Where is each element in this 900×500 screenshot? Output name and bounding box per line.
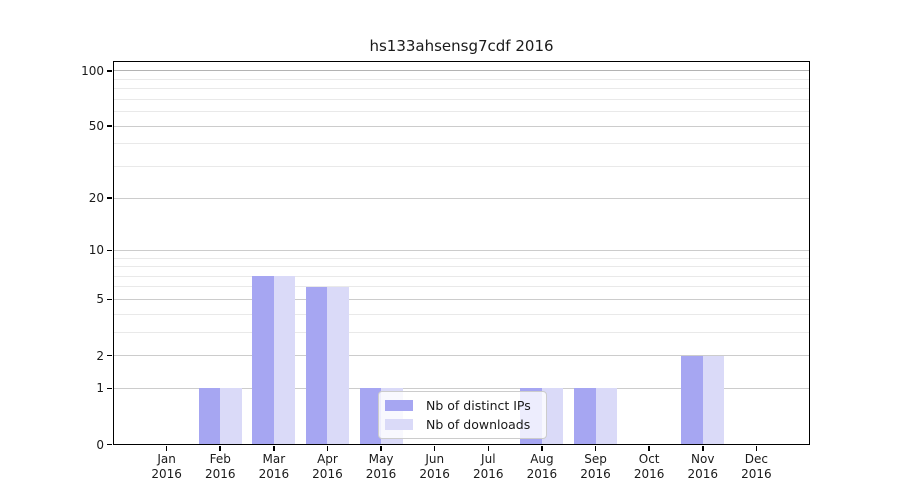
x-tick-feb [219, 445, 221, 451]
x-tick-dec [755, 445, 758, 451]
x-tick-jun [433, 445, 436, 451]
x-tick-apr [326, 445, 329, 451]
gridline-y-5 [113, 298, 810, 300]
bar-sep-distinct-ips [574, 388, 596, 445]
gridline-y-60 [113, 111, 810, 113]
gridline-y-1 [113, 387, 810, 389]
y-tick-0 [106, 443, 112, 446]
gridline-y-90 [113, 78, 810, 80]
gridline-y-9 [113, 257, 810, 259]
bar-sep-downloads [595, 388, 618, 445]
y-tick-1 [106, 387, 112, 390]
y-tick-label-0: 0 [96, 437, 104, 452]
x-tick-label-feb: Feb 2016 [204, 452, 236, 481]
gridline-y-3 [113, 331, 810, 333]
gridline-y-6 [113, 286, 810, 288]
x-tick-label-dec: Dec 2016 [741, 452, 772, 481]
x-tick-jan [165, 445, 168, 451]
y-tick-label-1: 1 [96, 381, 104, 396]
y-tick-2 [106, 354, 112, 357]
x-tick-sep [594, 445, 597, 451]
y-tick-label-50: 50 [88, 119, 104, 134]
gridline-y-10 [113, 249, 810, 251]
x-tick-mar [273, 445, 275, 451]
x-tick-label-sep: Sep 2016 [580, 452, 611, 481]
x-tick-label-oct: Oct 2016 [633, 452, 665, 481]
x-tick-nov [702, 445, 704, 451]
y-tick-label-10: 10 [88, 243, 104, 258]
x-tick-jul [487, 445, 490, 451]
legend-swatch-distinct-ips [385, 400, 413, 411]
bar-feb-downloads [220, 388, 242, 445]
legend-label-downloads: Nb of downloads [426, 417, 531, 432]
y-tick-label-5: 5 [96, 292, 104, 307]
x-tick-label-mar: Mar 2016 [258, 452, 290, 481]
x-tick-may [380, 445, 382, 451]
y-tick-20 [106, 197, 112, 199]
y-tick-100 [106, 70, 112, 72]
bar-apr-downloads [327, 286, 349, 445]
legend-swatch-downloads [385, 419, 413, 430]
x-tick-oct [648, 445, 650, 451]
gridline-y-8 [113, 266, 810, 268]
x-tick-label-apr: Apr 2016 [312, 452, 343, 481]
bar-aug-downloads [541, 388, 564, 445]
gridline-y-50 [113, 125, 810, 127]
gridline-y-80 [113, 88, 810, 90]
y-tick-5 [106, 298, 112, 301]
gridline-y-4 [113, 313, 810, 315]
gridline-y-70 [113, 98, 810, 100]
gridline-y-40 [113, 143, 810, 145]
y-tick-50 [106, 125, 112, 127]
gridline-y-2 [113, 355, 810, 357]
x-tick-label-jan: Jan 2016 [151, 452, 182, 481]
bar-mar-distinct-ips [252, 276, 274, 445]
x-tick-aug [541, 445, 543, 451]
legend-entry-distinct-ips: Nb of distinct IPs [385, 398, 538, 413]
gridline-y-100 [113, 70, 810, 72]
legend-label-distinct-ips: Nb of distinct IPs [426, 398, 531, 413]
bar-mar-downloads [273, 276, 296, 445]
x-tick-label-aug: Aug 2016 [526, 452, 558, 481]
gridline-y-20 [113, 197, 810, 199]
x-tick-label-may: May 2016 [365, 452, 397, 481]
gridline-y-30 [113, 166, 810, 167]
bar-feb-distinct-ips [198, 388, 221, 445]
bar-nov-downloads [702, 355, 725, 445]
chart-title: hs133ahsensg7cdf 2016 [369, 37, 554, 55]
gridline-y-7 [113, 275, 810, 277]
y-tick-label-20: 20 [88, 191, 104, 206]
legend: Nb of distinct IPs Nb of downloads [378, 391, 547, 439]
x-tick-label-nov: Nov 2016 [687, 452, 719, 481]
x-tick-label-jul: Jul 2016 [473, 452, 504, 481]
bar-nov-distinct-ips [681, 355, 703, 445]
bar-apr-distinct-ips [305, 286, 328, 445]
y-tick-label-100: 100 [81, 63, 104, 78]
bar-may-distinct-ips [359, 388, 382, 445]
y-tick-10 [106, 249, 112, 252]
y-tick-label-2: 2 [96, 348, 104, 363]
x-tick-label-jun: Jun 2016 [419, 452, 450, 481]
legend-entry-downloads: Nb of downloads [385, 417, 538, 432]
